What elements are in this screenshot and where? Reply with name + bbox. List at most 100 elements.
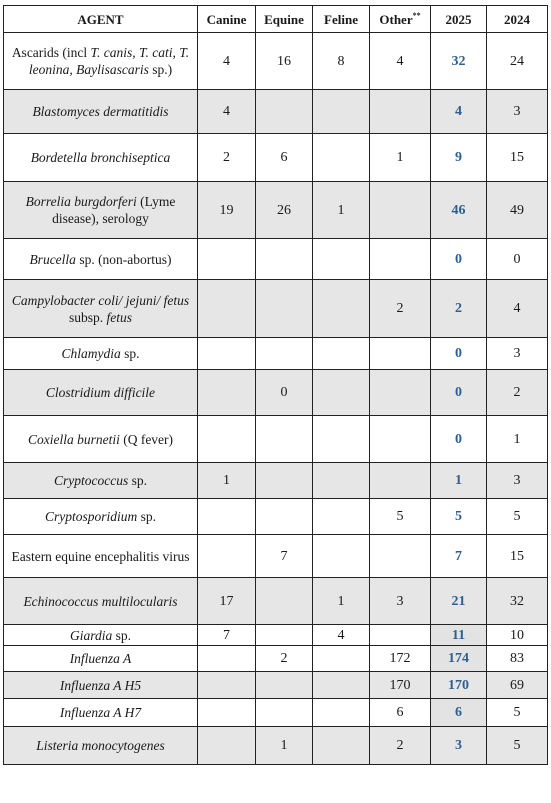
header-equine: Equine [255,5,313,33]
agent-cell: Borrelia burgdorferi (Lyme disease), ser… [3,181,198,239]
count-equine: 0 [255,369,313,416]
table-row: Cryptococcus sp. 1 1 3 [3,462,548,499]
count-2024: 1 [486,415,548,463]
agent-cell: Eastern equine encephalitis virus [3,534,198,578]
agent-cell: Ascarids (incl T. canis, T. cati, T. leo… [3,32,198,90]
count-2024: 2 [486,369,548,416]
count-2025: 5 [430,498,487,535]
count-2024: 3 [486,89,548,134]
agent-name-part: fetus [106,309,133,325]
count-equine: 16 [255,32,313,90]
count-equine [255,577,313,625]
count-other: 3 [369,577,431,625]
count-equine [255,337,313,370]
agent-name-part: Giardia [69,627,113,643]
count-equine [255,624,313,646]
count-2024: 3 [486,337,548,370]
agent-name-part: Cryptococcus [54,473,129,488]
table-row: Cryptosporidium sp. 5 5 5 [3,498,548,535]
agent-cell: Blastomyces dermatitidis [3,89,198,134]
count-other [369,238,431,280]
agent-name-part: Campylobacter coli/ jejuni/ fetus [11,292,190,308]
agent-cell: Coxiella burnetii (Q fever) [3,415,198,463]
agent-name-part: Clostridium difficile [45,385,156,400]
count-canine [197,369,256,416]
count-equine: 26 [255,181,313,239]
header-canine: Canine [197,5,256,33]
count-other: 6 [369,698,431,727]
count-equine [255,415,313,463]
count-2025: 7 [430,534,487,578]
agent-cell: Campylobacter coli/ jejuni/ fetus subsp.… [3,279,198,338]
count-other [369,89,431,134]
count-2024: 10 [486,624,548,646]
count-2024: 24 [486,32,548,90]
count-2025: 4 [430,89,487,134]
count-canine: 2 [197,133,256,182]
count-2024: 5 [486,498,548,535]
table-row: Influenza A H7 6 6 5 [3,698,548,727]
agent-cell: Influenza A H7 [3,698,198,727]
header-other-label: Other [379,11,413,27]
count-2024: 69 [486,671,548,699]
count-2024: 5 [486,698,548,727]
count-other [369,462,431,499]
agent-name-part: sp. [128,473,147,488]
count-canine [197,238,256,280]
count-canine: 17 [197,577,256,625]
table-row: Coxiella burnetii (Q fever) 0 1 [3,415,548,463]
agent-cell: Giardia sp. [3,624,198,646]
count-canine: 19 [197,181,256,239]
count-other [369,369,431,416]
count-feline [312,645,370,672]
count-other: 4 [369,32,431,90]
count-other: 2 [369,279,431,338]
table-row: Echinococcus multilocularis 17 1 3 21 32 [3,577,548,625]
agent-name-part: Influenza A H7 [59,705,142,720]
count-feline: 8 [312,32,370,90]
count-canine [197,726,256,765]
header-2024: 2024 [486,5,548,33]
count-2024: 15 [486,133,548,182]
count-canine [197,279,256,338]
agent-cell: Listeria monocytogenes [3,726,198,765]
count-canine [197,645,256,672]
count-feline [312,337,370,370]
count-2025: 32 [430,32,487,90]
count-2024: 3 [486,462,548,499]
count-other [369,415,431,463]
agent-name-part: sp. [112,627,132,643]
count-feline: 4 [312,624,370,646]
count-feline [312,698,370,727]
table-row: Campylobacter coli/ jejuni/ fetus subsp.… [3,279,548,338]
count-2024: 4 [486,279,548,338]
count-2025: 0 [430,369,487,416]
table-row: Eastern equine encephalitis virus 7 7 15 [3,534,548,578]
count-other: 170 [369,671,431,699]
count-other [369,624,431,646]
table-container: AGENT Canine Equine Feline Other** 2025 … [3,5,548,765]
agent-name-part: sp. [137,509,157,524]
agent-cell: Chlamydia sp. [3,337,198,370]
table-row: Influenza A H5 170 170 69 [3,671,548,699]
agent-name-part: Echinococcus multilocularis [23,593,178,609]
table-row: Influenza A 2 172 174 83 [3,645,548,672]
count-feline [312,279,370,338]
count-feline [312,415,370,463]
count-other: 172 [369,645,431,672]
count-canine [197,698,256,727]
count-2025: 0 [430,337,487,370]
agent-cell: Brucella sp. (non-abortus) [3,238,198,280]
count-2025: 9 [430,133,487,182]
count-canine: 4 [197,32,256,90]
count-feline [312,498,370,535]
count-2025: 0 [430,415,487,463]
count-2025: 174 [430,645,487,672]
count-2025: 170 [430,671,487,699]
count-canine [197,498,256,535]
count-2025: 2 [430,279,487,338]
agent-name-part: sp. (non-abortus) [75,251,172,267]
count-equine: 7 [255,534,313,578]
agent-name-part: T. canis, T. cati, T. leonina, Baylisasc… [28,45,190,77]
count-2025: 11 [430,624,487,646]
